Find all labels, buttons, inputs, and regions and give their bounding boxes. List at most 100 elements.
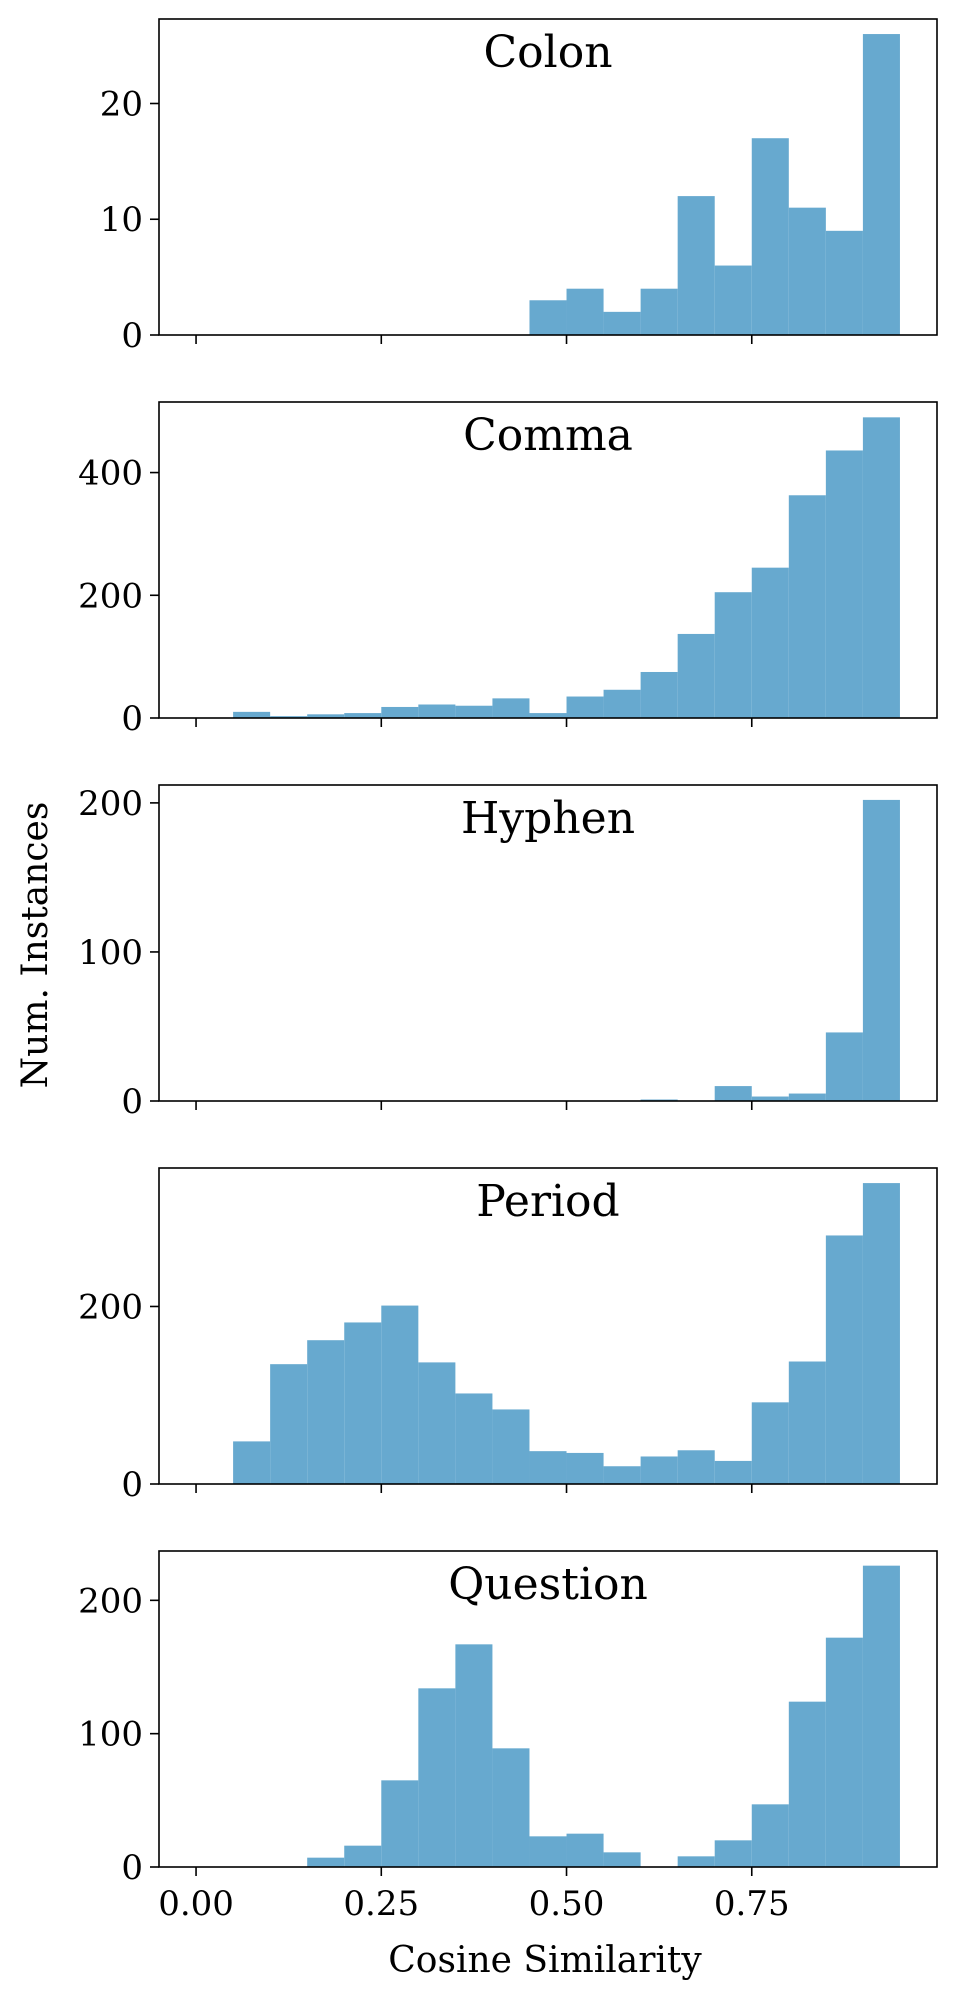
panel-colon-bar-14: [714, 265, 752, 335]
panel-colon-frame: [158, 18, 938, 336]
panel-question-ytick-label-0: 0: [121, 1848, 143, 1888]
panel-hyphen-bar-18: [862, 799, 900, 1101]
panel-hyphen-ytick-label-1: 100: [78, 933, 143, 973]
panel-colon-bar-15: [751, 138, 789, 335]
panel-colon-bar-16: [788, 207, 826, 335]
panel-period-bar-16: [788, 1361, 826, 1484]
panel-hyphen-bar-14: [714, 1086, 752, 1101]
panel-comma-ytick-label-0: 0: [121, 699, 143, 739]
panel-hyphen-bar-16: [788, 1093, 826, 1101]
panel-comma-bar-16: [788, 495, 826, 718]
panel-colon-ytick-label-0: 0: [121, 316, 143, 356]
panel-question-ytick-label-2: 200: [78, 1581, 143, 1621]
panel-period-bar-12: [640, 1456, 678, 1484]
panel-question-bar-4: [344, 1845, 382, 1867]
panel-question-bar-6: [418, 1688, 456, 1867]
panel-colon-bar-12: [640, 288, 678, 335]
panel-period-bar-17: [825, 1235, 863, 1484]
panel-period-ytick-label-1: 200: [78, 1287, 143, 1327]
panel-colon-ytick-label-1: 10: [100, 200, 143, 240]
panel-period-bar-7: [455, 1393, 493, 1484]
panel-colon-bar-11: [603, 311, 641, 335]
panel-comma-title: Comma: [463, 410, 633, 461]
x-tick-label-1: 0.25: [343, 1884, 419, 1924]
panel-comma-bar-4: [344, 713, 382, 718]
panel-question-bar-3: [307, 1857, 345, 1867]
panel-period-title: Period: [476, 1176, 619, 1227]
panel-question-bar-11: [603, 1852, 641, 1867]
panel-question-title: Question: [448, 1559, 648, 1610]
panel-question-bar-17: [825, 1637, 863, 1867]
panel-question: 0 100 200 0.00 0.25 0.50 0.75 Question: [78, 1550, 938, 1924]
x-tick-label-2: 0.50: [529, 1884, 605, 1924]
panel-question-bar-13: [677, 1856, 715, 1867]
panel-hyphen-bar-15: [751, 1096, 789, 1101]
panel-period-bar-11: [603, 1466, 641, 1484]
panel-question-bar-15: [751, 1804, 789, 1867]
panel-period-bar-14: [714, 1460, 752, 1484]
panel-comma-bar-13: [677, 633, 715, 718]
panel-period-bar-18: [862, 1183, 900, 1484]
panel-question-ytick-label-1: 100: [78, 1715, 143, 1755]
panel-hyphen-title: Hyphen: [461, 793, 635, 844]
panel-hyphen-frame: [158, 784, 938, 1102]
panel-comma-bar-8: [492, 698, 530, 718]
panel-comma-bar-2: [270, 716, 308, 718]
x-tick-label-3: 0.75: [714, 1884, 790, 1924]
panel-comma-bar-15: [751, 567, 789, 718]
y-axis-label: Num. Instances: [15, 802, 56, 1089]
panel-comma-bar-18: [862, 417, 900, 718]
panel-period-bar-5: [381, 1305, 419, 1484]
panel-hyphen-bar-17: [825, 1032, 863, 1101]
panel-comma-bar-5: [381, 706, 419, 718]
subplot-panels: 0 10 20 Colon 0 200 400 Comma 0 100 200 Hyphen 0 200 P…: [78, 18, 938, 1924]
panel-hyphen-ytick-label-0: 0: [121, 1082, 143, 1122]
panel-colon-bar-17: [825, 230, 863, 335]
panel-question-bar-14: [714, 1840, 752, 1867]
panel-question-bar-16: [788, 1701, 826, 1867]
panel-question-bar-18: [862, 1565, 900, 1867]
panel-colon-bar-10: [566, 288, 604, 335]
panel-colon-title: Colon: [483, 27, 612, 78]
panel-period-bar-9: [529, 1451, 567, 1484]
panel-comma: 0 200 400 Comma: [78, 401, 938, 739]
x-axis-label: Cosine Similarity: [388, 1940, 702, 1981]
panel-question-bar-8: [492, 1748, 530, 1867]
x-tick-label-0: 0.00: [158, 1884, 234, 1924]
panel-comma-bar-6: [418, 704, 456, 718]
panel-question-frame: [158, 1550, 938, 1868]
panel-comma-bar-14: [714, 592, 752, 718]
panel-question-bar-9: [529, 1836, 567, 1867]
panel-comma-bar-17: [825, 450, 863, 718]
panel-comma-bar-12: [640, 671, 678, 718]
panel-comma-frame: [158, 401, 938, 719]
panel-question-bar-10: [566, 1833, 604, 1867]
panel-period: 0 200 Period: [78, 1167, 938, 1505]
panel-period-frame: [158, 1167, 938, 1485]
panel-comma-bar-9: [529, 713, 567, 718]
panel-colon: 0 10 20 Colon: [100, 18, 938, 356]
panel-period-bar-8: [492, 1409, 530, 1484]
panel-period-bar-13: [677, 1450, 715, 1484]
panel-question-bar-7: [455, 1644, 493, 1867]
panel-period-bar-1: [233, 1441, 271, 1484]
panel-colon-ytick-label-2: 20: [100, 84, 143, 124]
panel-comma-bar-10: [566, 696, 604, 718]
panel-comma-bar-3: [307, 714, 345, 718]
panel-period-bar-10: [566, 1452, 604, 1484]
panel-comma-ytick-label-1: 200: [78, 576, 143, 616]
panel-hyphen: 0 100 200 Hyphen: [78, 784, 938, 1122]
panel-period-bar-15: [751, 1402, 789, 1484]
panel-period-ytick-label-0: 0: [121, 1465, 143, 1505]
panel-colon-bar-9: [529, 300, 567, 335]
panel-question-bar-5: [381, 1780, 419, 1867]
panel-period-bar-3: [307, 1340, 345, 1484]
panel-period-bar-2: [270, 1364, 308, 1484]
panel-comma-ytick-label-2: 400: [78, 454, 143, 494]
panel-comma-bar-7: [455, 705, 493, 718]
panel-hyphen-ytick-label-2: 200: [78, 784, 143, 824]
panel-comma-bar-11: [603, 689, 641, 718]
panel-period-bar-4: [344, 1322, 382, 1484]
panel-period-bar-6: [418, 1362, 456, 1484]
